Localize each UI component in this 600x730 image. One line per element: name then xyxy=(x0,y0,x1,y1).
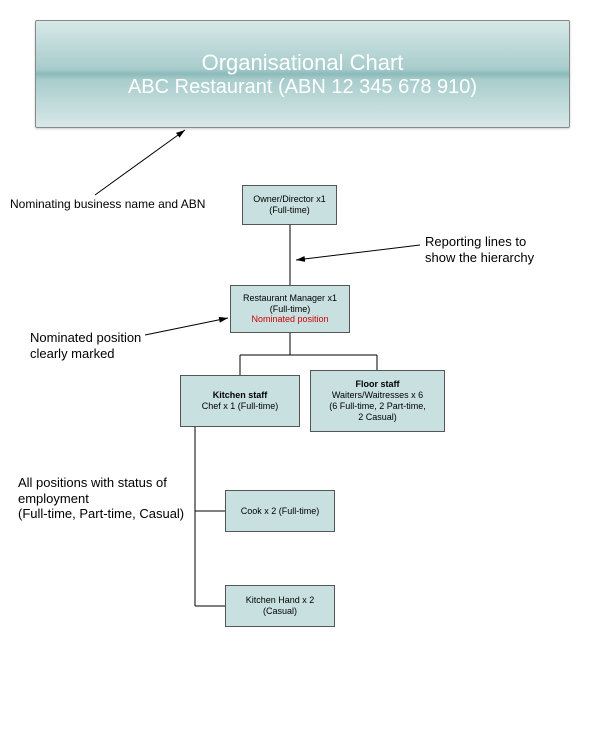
floor-line3: (6 Full-time, 2 Part-time, xyxy=(329,401,426,412)
floor-line4: 2 Casual) xyxy=(358,412,397,423)
annotation-nominated: Nominated position clearly marked xyxy=(30,330,141,361)
annotation-status-l1: All positions with status of xyxy=(18,475,184,491)
annotation-nominated-l2: clearly marked xyxy=(30,346,141,362)
node-kitchen: Kitchen staff Chef x 1 (Full-time) xyxy=(180,375,300,427)
kitchen-line2: Chef x 1 (Full-time) xyxy=(202,401,279,412)
annotation-status: All positions with status of employment … xyxy=(18,475,184,522)
annotation-status-l3: (Full-time, Part-time, Casual) xyxy=(18,506,184,522)
hand-line2: (Casual) xyxy=(263,606,297,617)
annotation-business-name: Nominating business name and ABN xyxy=(10,197,205,211)
manager-line1: Restaurant Manager x1 xyxy=(243,293,337,304)
annotation-business-name-text: Nominating business name and ABN xyxy=(10,197,205,211)
node-manager: Restaurant Manager x1 (Full-time) Nomina… xyxy=(230,285,350,333)
manager-nominated: Nominated position xyxy=(251,314,328,325)
annotation-nominated-l1: Nominated position xyxy=(30,330,141,346)
node-floor: Floor staff Waiters/Waitresses x 6 (6 Fu… xyxy=(310,370,445,432)
manager-line2: (Full-time) xyxy=(270,304,311,315)
floor-title: Floor staff xyxy=(356,379,400,390)
node-owner: Owner/Director x1 (Full-time) xyxy=(242,185,337,225)
header-title: Organisational Chart xyxy=(202,50,404,76)
header-subtitle: ABC Restaurant (ABN 12 345 678 910) xyxy=(128,76,477,99)
node-hand: Kitchen Hand x 2 (Casual) xyxy=(225,585,335,627)
header-banner: Organisational Chart ABC Restaurant (ABN… xyxy=(35,20,570,128)
owner-line1: Owner/Director x1 xyxy=(253,194,326,205)
owner-line2: (Full-time) xyxy=(269,205,310,216)
annotation-reporting: Reporting lines to show the hierarchy xyxy=(425,234,534,265)
hand-line1: Kitchen Hand x 2 xyxy=(246,595,315,606)
kitchen-title: Kitchen staff xyxy=(213,390,268,401)
cook-line1: Cook x 2 (Full-time) xyxy=(241,506,320,517)
node-cook: Cook x 2 (Full-time) xyxy=(225,490,335,532)
annotation-reporting-l1: Reporting lines to xyxy=(425,234,534,250)
annotation-reporting-l2: show the hierarchy xyxy=(425,250,534,266)
annotation-status-l2: employment xyxy=(18,491,184,507)
floor-line2: Waiters/Waitresses x 6 xyxy=(332,390,423,401)
